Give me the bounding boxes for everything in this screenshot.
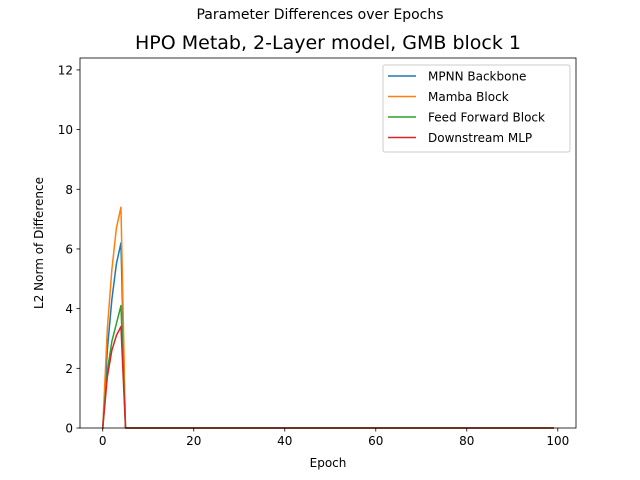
series-line-2 <box>101 304 554 429</box>
plot-lines <box>101 206 554 429</box>
x-tick-label: 100 <box>546 434 569 448</box>
legend-label-3: Downstream MLP <box>428 131 532 145</box>
x-tick-label: 40 <box>277 434 292 448</box>
legend-box <box>382 64 571 153</box>
y-tick-label: 6 <box>65 242 73 256</box>
series-line-0 <box>101 242 554 429</box>
x-tick-label: 20 <box>186 434 201 448</box>
y-axis-label: L2 Norm of Difference <box>32 177 46 309</box>
legend: MPNN Backbone Mamba Block Feed Forward Blo… <box>382 64 571 153</box>
plot-frame <box>79 57 577 429</box>
legend-label-0: MPNN Backbone <box>428 70 526 84</box>
series-line-1 <box>101 206 554 429</box>
y-tick-label: 8 <box>65 183 73 197</box>
x-tick-label: 0 <box>99 434 107 448</box>
figure-suptitle: Parameter Differences over Epochs <box>196 7 444 23</box>
chart-title: HPO Metab, 2-Layer model, GMB block 1 <box>135 32 521 54</box>
axes <box>79 57 577 429</box>
x-tick-label: 60 <box>368 434 383 448</box>
y-tick-label: 10 <box>58 123 73 137</box>
y-tick-label: 4 <box>65 302 73 316</box>
legend-label-2: Feed Forward Block <box>428 111 545 125</box>
y-tick-label: 2 <box>65 362 73 376</box>
y-tick-label: 0 <box>65 422 73 436</box>
x-axis-label: Epoch <box>310 456 347 470</box>
series-line-3 <box>101 325 554 429</box>
y-tick-label: 12 <box>58 63 73 77</box>
ticks: 0 20 40 60 80 100 0 2 4 6 8 10 12 <box>58 63 570 448</box>
x-tick-label: 80 <box>459 434 474 448</box>
legend-label-1: Mamba Block <box>428 90 509 104</box>
